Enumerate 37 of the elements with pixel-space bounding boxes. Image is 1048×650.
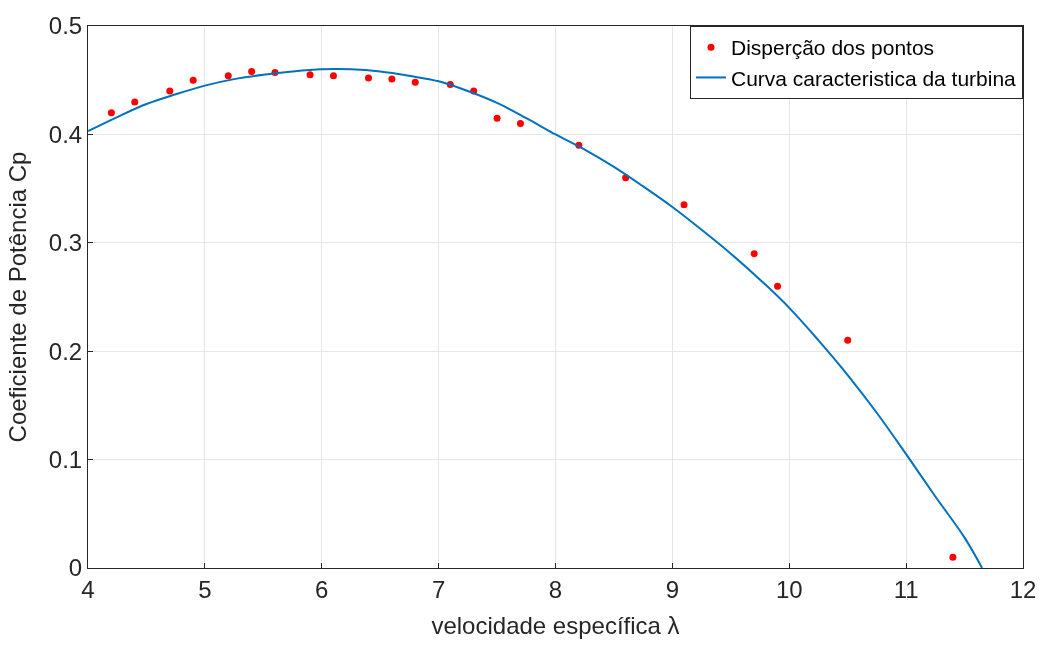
point (680, 201, 688, 209)
point (411, 78, 419, 86)
x-tick-label: 6 (315, 575, 329, 603)
x-tick-label: 11 (893, 575, 919, 603)
point (189, 76, 197, 84)
point (166, 87, 174, 95)
y-tick-label: 0 (68, 554, 83, 582)
point (329, 72, 337, 80)
point (516, 120, 524, 128)
point (248, 68, 256, 76)
x-tick-label: 9 (665, 575, 680, 603)
y-axis-title: Coeficiente de Potência Cp (3, 151, 31, 443)
point (774, 282, 782, 290)
point (224, 72, 232, 80)
point (493, 114, 501, 122)
point (949, 553, 957, 561)
y-tick-label: 0.2 (48, 337, 83, 365)
point (365, 74, 372, 82)
point (107, 109, 115, 117)
point (306, 71, 314, 79)
x-axis-title: velocidade específica λ (431, 612, 680, 640)
point (844, 336, 852, 344)
x-tick-label: 10 (775, 575, 803, 603)
point (131, 98, 139, 106)
legend-label: Curva caracteristica da turbina (731, 66, 1017, 90)
x-tick-label: 12 (1009, 575, 1037, 603)
y-tick-label: 0.1 (48, 446, 83, 473)
y-tick-label: 0.4 (48, 120, 83, 148)
y-tick-label: 0.5 (48, 12, 83, 40)
x-tick-label: 4 (81, 575, 95, 603)
point (750, 250, 758, 258)
x-tick-label: 8 (548, 575, 563, 603)
x-tick-label: 5 (198, 575, 212, 603)
legend-label: Disperção dos pontos (731, 36, 935, 60)
point (388, 75, 396, 83)
x-tick-label: 7 (431, 575, 446, 603)
y-tick-label: 0.3 (48, 229, 83, 257)
